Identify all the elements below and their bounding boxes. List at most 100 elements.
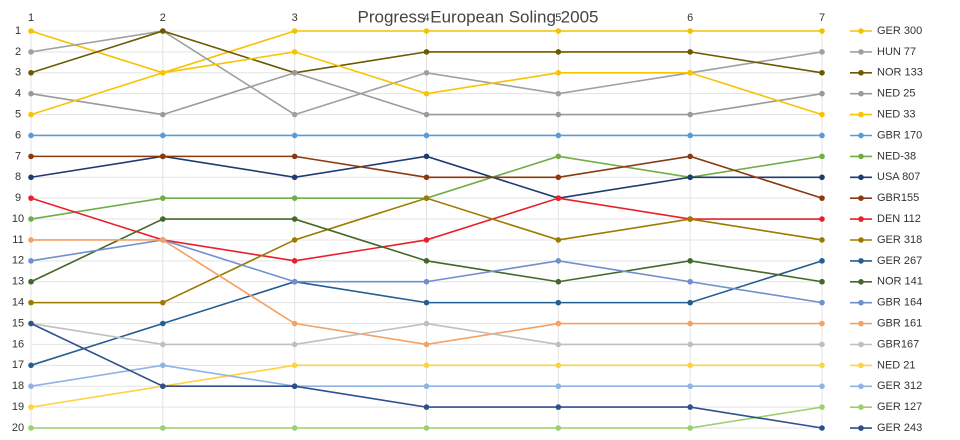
y-tick-label: 5 (15, 108, 21, 120)
y-tick-label: 9 (15, 192, 21, 204)
point (819, 299, 825, 306)
point (687, 299, 693, 306)
point (819, 258, 825, 264)
point (555, 362, 562, 369)
point (423, 341, 430, 348)
legend-label: GER 300 (877, 25, 922, 37)
point (423, 132, 430, 139)
point (28, 132, 34, 139)
point (28, 90, 34, 97)
point (687, 111, 693, 118)
x-tick-label: 7 (819, 12, 825, 24)
x-tick-label: 4 (423, 12, 429, 24)
legend-label: GBR 164 (877, 297, 922, 309)
point (28, 216, 34, 222)
point (687, 174, 693, 181)
x-tick-label: 6 (687, 12, 693, 24)
point (423, 258, 430, 264)
legend-label: GER 267 (877, 255, 922, 267)
legend-marker (858, 111, 864, 118)
y-tick-label: 10 (12, 213, 24, 225)
point (819, 28, 825, 34)
point (819, 278, 825, 285)
legend-label: GBR 161 (877, 318, 922, 330)
legend-marker (858, 320, 864, 327)
y-tick-label: 12 (12, 255, 24, 267)
legend-marker (858, 237, 864, 243)
legend-marker (858, 425, 864, 431)
point (423, 195, 430, 201)
legend-marker (858, 70, 864, 76)
point (819, 425, 825, 431)
y-tick-label: 14 (12, 297, 24, 309)
legend-marker (858, 279, 864, 285)
point (687, 341, 693, 348)
x-tick-label: 2 (160, 12, 166, 24)
x-tick-label: 5 (555, 12, 561, 24)
point (160, 153, 166, 160)
point (160, 237, 166, 243)
legend-label: GER 243 (877, 422, 922, 434)
point (28, 153, 34, 160)
point (423, 90, 430, 97)
legend-marker (858, 299, 864, 306)
point (687, 132, 693, 139)
point (423, 153, 430, 160)
point (555, 69, 562, 76)
x-tick-label: 3 (292, 12, 298, 24)
point (819, 132, 825, 139)
point (28, 383, 34, 390)
point (160, 28, 166, 34)
legend-marker (858, 362, 864, 369)
point (687, 69, 693, 76)
x-tick-label: 1 (28, 12, 34, 24)
legend-marker (858, 28, 864, 34)
point (28, 49, 34, 55)
legend-label: GBR 170 (877, 129, 922, 141)
y-tick-label: 2 (15, 46, 21, 58)
point (423, 237, 430, 243)
chart-title: Progress European Soling 2005 (358, 7, 599, 26)
point (160, 341, 166, 348)
point (555, 341, 562, 348)
point (291, 237, 298, 243)
point (555, 174, 562, 181)
point (160, 362, 166, 369)
y-tick-label: 17 (12, 359, 24, 371)
point (819, 153, 825, 160)
point (819, 362, 825, 369)
point (555, 425, 562, 431)
point (687, 383, 693, 390)
point (687, 258, 693, 264)
legend-label: USA 807 (877, 171, 920, 183)
point (291, 28, 298, 34)
legend-label: GBR167 (877, 338, 919, 350)
point (687, 49, 693, 55)
legend-marker (858, 341, 864, 348)
point (160, 383, 166, 390)
point (687, 28, 693, 34)
legend-label: HUN 77 (877, 46, 916, 58)
point (819, 49, 825, 55)
legend-label: GER 318 (877, 234, 922, 246)
point (291, 383, 298, 390)
point (555, 49, 562, 55)
point (423, 28, 430, 34)
legend-marker (858, 216, 864, 222)
point (555, 278, 562, 285)
point (28, 174, 34, 181)
point (819, 90, 825, 97)
plot (28, 28, 825, 431)
point (687, 320, 693, 327)
point (291, 425, 298, 431)
point (819, 69, 825, 76)
y-tick-label: 20 (12, 422, 24, 434)
y-tick-label: 13 (12, 276, 24, 288)
point (291, 49, 298, 55)
point (555, 258, 562, 264)
point (28, 237, 34, 243)
point (28, 299, 34, 306)
grid (30, 30, 823, 429)
point (819, 195, 825, 201)
